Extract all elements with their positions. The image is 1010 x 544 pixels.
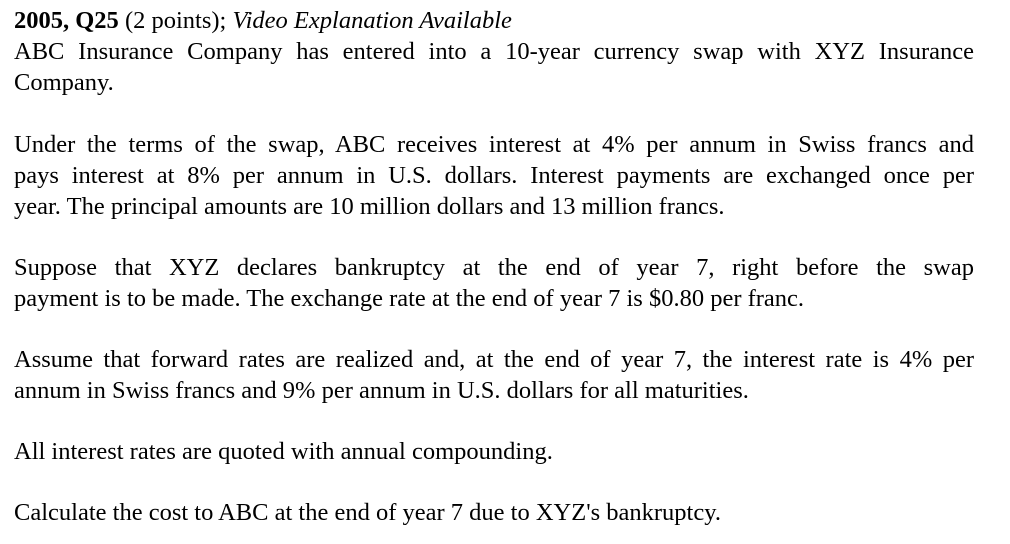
intro-line-1: ABC Insurance Company has entered into a…	[14, 38, 974, 65]
video-note: Video Explanation Available	[232, 7, 512, 34]
task-paragraph: Calculate the cost to ABC at the end of …	[14, 497, 974, 528]
question-points: (2 points);	[124, 7, 227, 34]
assume-line-1: Assume that forward rates are realized a…	[14, 346, 974, 373]
bankruptcy-paragraph: Suppose that XYZ declares bankruptcy at …	[14, 252, 974, 314]
assume-line-2: annum in Swiss francs and 9% per annum i…	[14, 377, 749, 404]
question-intro: 2005, Q25 (2 points); Video Explanation …	[14, 5, 974, 98]
swap-terms-paragraph: Under the terms of the swap, ABC receive…	[14, 129, 974, 222]
compounding-line: All interest rates are quoted with annua…	[14, 438, 553, 465]
terms-line-3: year. The principal amounts are 10 milli…	[14, 193, 725, 220]
assumption-paragraph: Assume that forward rates are realized a…	[14, 344, 974, 406]
suppose-line-2: payment is to be made. The exchange rate…	[14, 285, 805, 312]
terms-line-2: pays interest at 8% per annum in U.S. do…	[14, 162, 974, 189]
task-line: Calculate the cost to ABC at the end of …	[14, 499, 722, 526]
terms-line-1: Under the terms of the swap, ABC receive…	[14, 131, 974, 158]
question-id: 2005, Q25	[14, 7, 119, 34]
intro-line-2: Company.	[14, 69, 114, 96]
question-header: 2005, Q25 (2 points); Video Explanation …	[14, 5, 974, 36]
suppose-line-1: Suppose that XYZ declares bankruptcy at …	[14, 254, 974, 281]
compounding-paragraph: All interest rates are quoted with annua…	[14, 436, 974, 467]
